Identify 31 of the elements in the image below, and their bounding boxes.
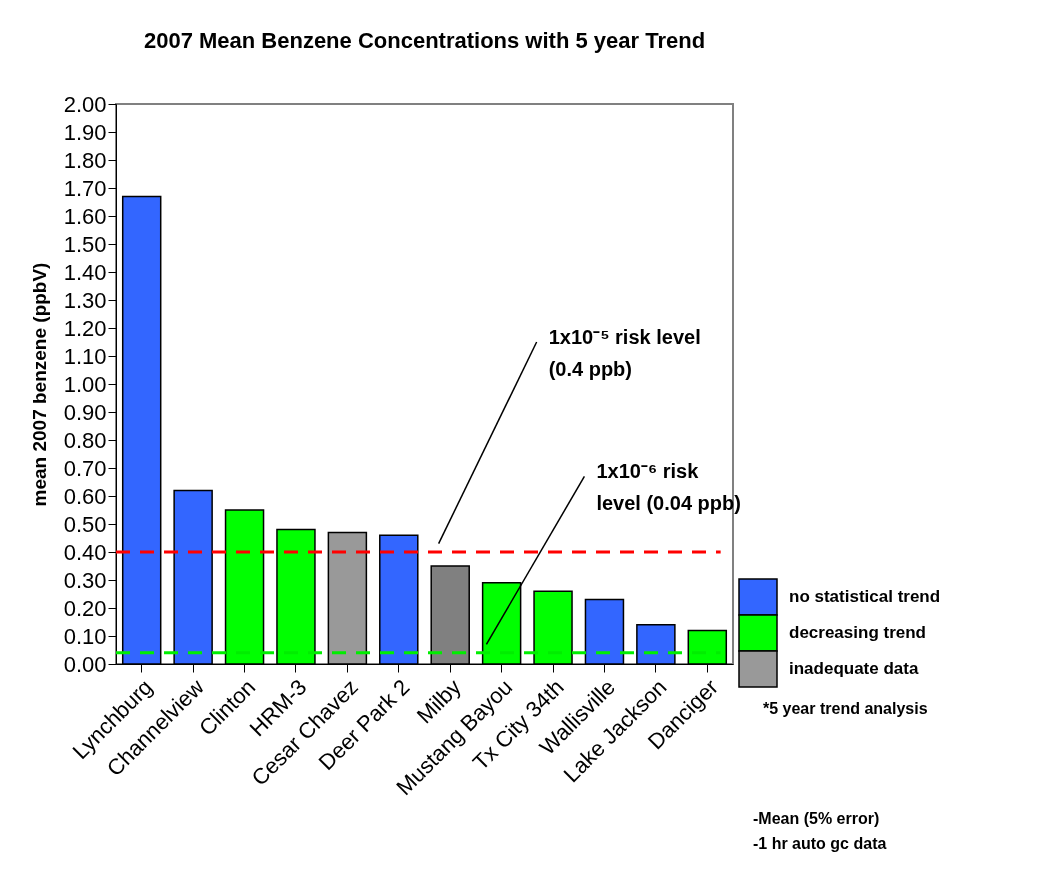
y-tick-label: 0.80: [63, 427, 107, 453]
y-tick-label: 1.00: [63, 371, 107, 397]
y-tick-label: 1.70: [63, 175, 107, 201]
text: *5 year trend analysis: [763, 700, 928, 717]
y-tick-label: 2.00: [63, 91, 107, 117]
y-axis-title: mean 2007 benzene (ppbV): [28, 262, 50, 507]
y-tick-label: 0.00: [63, 651, 107, 677]
legend-label: no statistical trend: [789, 587, 941, 606]
ref-line-label: 1x10⁻⁶ risk level (0.04 ppb): [596, 460, 741, 515]
y-tick-label: 0.20: [63, 595, 107, 621]
y-tick-label: 0.70: [63, 455, 107, 481]
ref-line-label: 1x10⁻⁵ risk level (0.4 ppb): [548, 326, 701, 380]
y-tick-label: 1.50: [63, 231, 107, 257]
y-tick-label: 1.80: [63, 147, 107, 173]
legend-label: inadequate data: [789, 659, 919, 678]
y-tick-label: 0.50: [63, 511, 107, 537]
y-tick-label: 0.60: [63, 483, 107, 509]
y-tick-label: 1.60: [63, 203, 107, 229]
chart-title: 2007 Mean Benzene Concentrations with 5 year Trend: [143, 28, 706, 53]
y-tick-label: 1.40: [63, 259, 107, 285]
y-tick-label: 1.30: [63, 287, 107, 313]
text: -1 hr auto gc data: [753, 835, 887, 852]
y-tick-label: 1.10: [63, 343, 107, 369]
y-tick-label: 0.90: [63, 399, 107, 425]
text: -Mean (5% error): [753, 810, 880, 827]
y-tick-label: 0.40: [63, 539, 107, 565]
y-tick-label: 0.30: [63, 567, 107, 593]
y-tick-label: 1.20: [63, 315, 107, 341]
y-tick-label: 1.90: [63, 119, 107, 145]
y-tick-label: 0.10: [63, 623, 107, 649]
legend-label: decreasing trend: [789, 623, 926, 642]
